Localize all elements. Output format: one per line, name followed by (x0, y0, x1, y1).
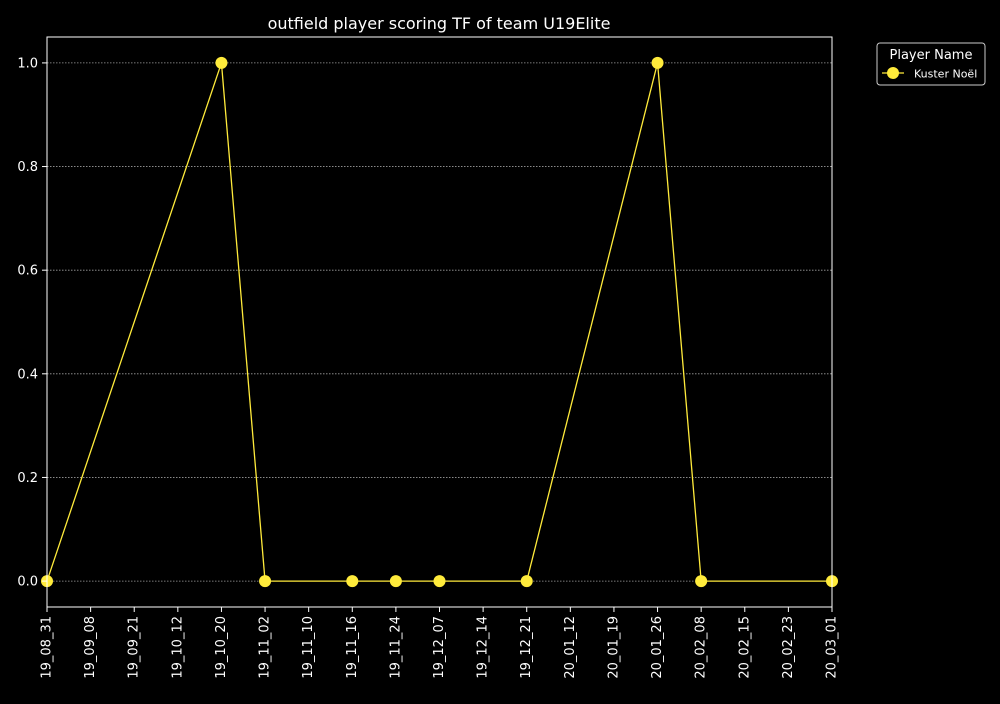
data-point-19_11_16 (346, 575, 359, 588)
series-line-segment (46, 62, 223, 582)
y-tick-label: 0.0 (17, 575, 38, 590)
series-line-segment (220, 62, 266, 582)
y-axis: 0.0 0.2 0.4 0.6 0.8 1.0 (17, 56, 47, 590)
x-tick-label: 20_01_12 (563, 616, 578, 679)
x-tick-label: 19_08_31 (40, 616, 55, 679)
x-tick-label: 20_02_23 (781, 616, 796, 679)
legend: Player Name Kuster Noël (876, 42, 986, 86)
x-tick-label: 19_11_24 (388, 616, 403, 679)
data-point-19_11_24 (389, 575, 402, 588)
data-point-19_12_21 (520, 575, 533, 588)
legend-entry-label: Kuster Noël (914, 68, 977, 81)
x-tick-label: 19_11_10 (301, 616, 316, 679)
chart-title: outfield player scoring TF of team U19El… (268, 14, 611, 33)
x-tick-label: 19_11_02 (258, 616, 273, 679)
x-tick-label: 19_10_20 (214, 616, 229, 679)
y-tick-label: 0.4 (17, 367, 38, 382)
legend-box (876, 42, 986, 86)
x-tick-label: 20_02_15 (737, 616, 752, 679)
x-tick-label: 19_10_12 (170, 616, 185, 679)
series-line-segment (656, 62, 702, 582)
data-point-20_02_08 (695, 575, 708, 588)
x-tick-label: 19_09_21 (127, 616, 142, 679)
x-axis: 19_08_31 19_09_08 19_09_21 19_10_12 19_10_20… (40, 607, 840, 679)
x-tick-label: 19_12_14 (476, 616, 491, 679)
x-tick-label: 20_01_19 (606, 616, 621, 679)
series-line-segment (526, 62, 659, 582)
legend-marker (887, 67, 899, 79)
y-tick-label: 0.8 (17, 160, 38, 175)
x-tick-label: 19_09_08 (83, 616, 98, 679)
legend-title: Player Name (890, 48, 973, 63)
data-point-19_12_07 (433, 575, 446, 588)
data-point-19_11_02 (259, 575, 272, 588)
y-tick-label: 1.0 (17, 56, 38, 71)
x-tick-label: 20_01_26 (650, 616, 665, 679)
y-tick-label: 0.2 (17, 471, 38, 486)
data-point-19_10_20 (215, 56, 228, 69)
x-tick-label: 19_11_16 (345, 616, 360, 679)
x-tick-label: 20_02_08 (694, 616, 709, 679)
data-point-20_01_26 (651, 56, 664, 69)
x-tick-label: 20_03_01 (825, 616, 840, 679)
x-tick-label: 19_12_21 (519, 616, 534, 679)
y-tick-label: 0.6 (17, 264, 38, 279)
x-tick-label: 19_12_07 (432, 616, 447, 679)
